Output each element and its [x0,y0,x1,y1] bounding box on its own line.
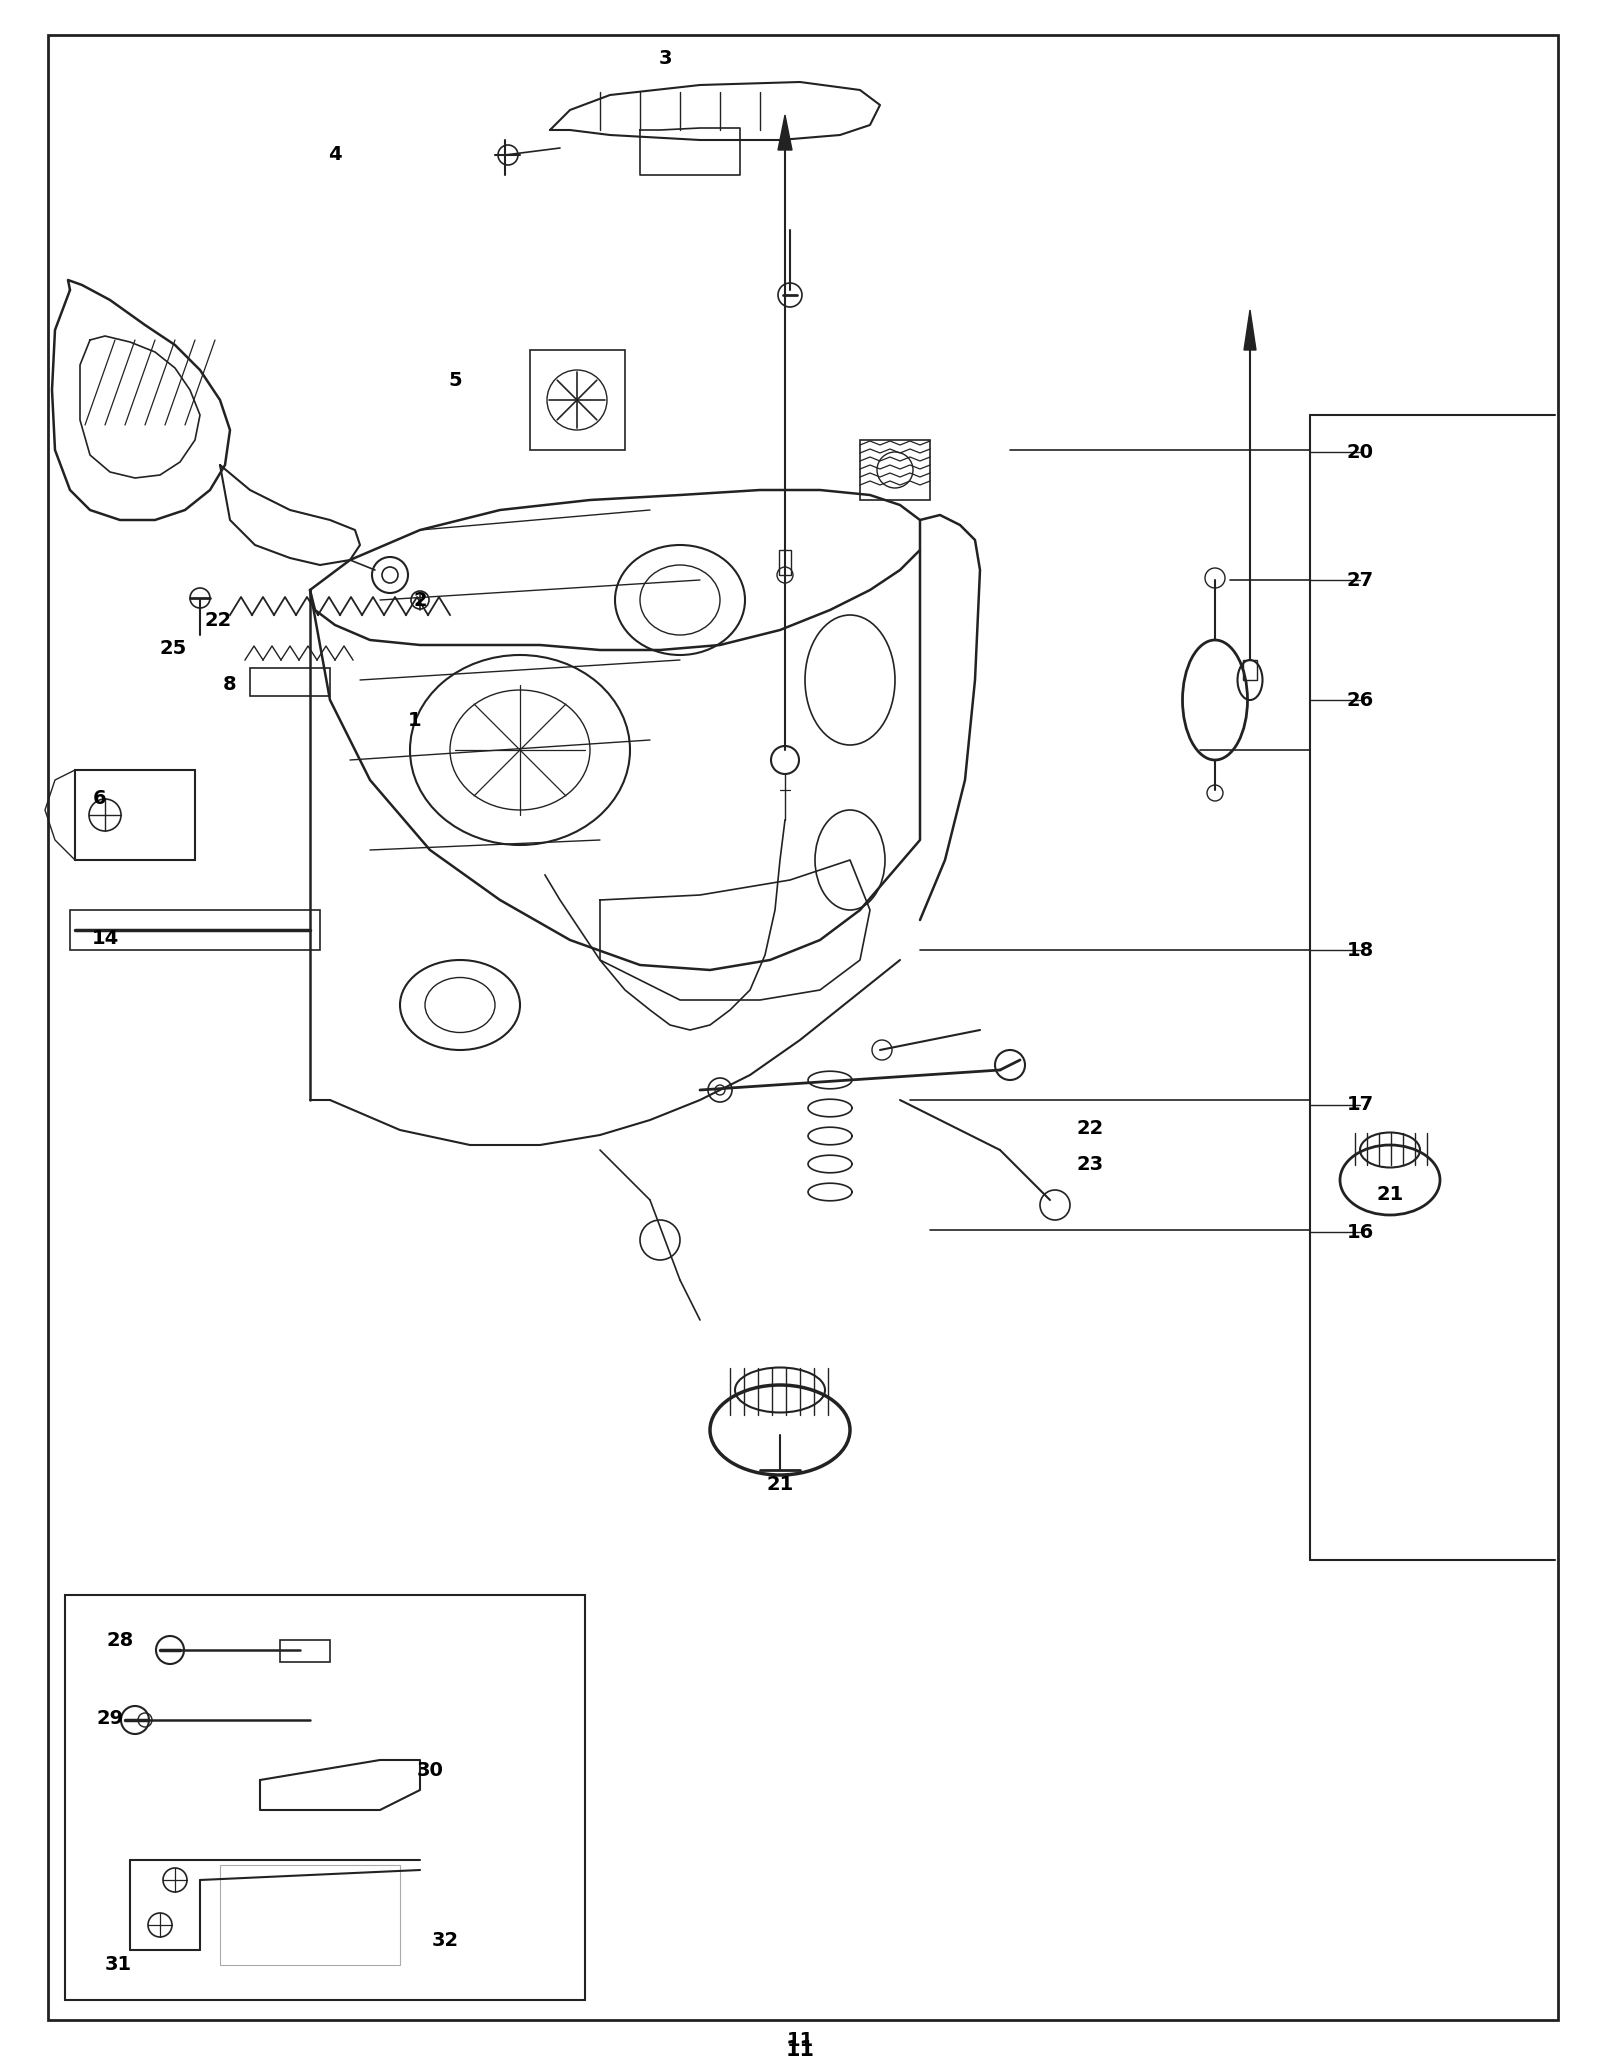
Text: 21: 21 [1376,1186,1403,1205]
Text: 16: 16 [1346,1223,1374,1242]
Bar [530,350,626,449]
Polygon shape [1245,310,1256,350]
Text: 11: 11 [786,2031,814,2049]
Text: 11: 11 [786,2041,814,2060]
Text: 14: 14 [91,929,118,948]
Bar [779,551,790,575]
Bar [66,1596,586,2000]
Polygon shape [778,116,792,149]
Text: 4: 4 [328,145,342,164]
Text: 29: 29 [96,1708,123,1728]
Text: 3: 3 [658,48,672,68]
Bar [75,770,195,859]
Bar [70,911,320,950]
Text: 17: 17 [1347,1095,1373,1114]
Text: 30: 30 [416,1760,443,1780]
Bar [1243,660,1258,681]
Text: 27: 27 [1347,571,1373,590]
Text: 2: 2 [413,590,427,609]
Text: 31: 31 [104,1956,131,1975]
Text: 20: 20 [1347,443,1373,462]
Text: 1: 1 [408,710,422,729]
Bar [861,441,930,501]
Text: 21: 21 [766,1476,794,1495]
Text: 28: 28 [106,1631,134,1650]
Text: 22: 22 [205,611,232,629]
Bar [280,1639,330,1662]
Text: 8: 8 [222,675,237,696]
Text: 6: 6 [93,789,107,807]
Text: 25: 25 [160,638,187,658]
Bar [221,1865,400,1964]
Text: 5: 5 [448,371,462,389]
Text: 26: 26 [1346,691,1374,710]
Text: 23: 23 [1077,1155,1104,1174]
Text: 32: 32 [432,1931,459,1950]
Text: 22: 22 [1077,1118,1104,1139]
Bar [250,669,330,696]
Text: 18: 18 [1346,940,1374,960]
